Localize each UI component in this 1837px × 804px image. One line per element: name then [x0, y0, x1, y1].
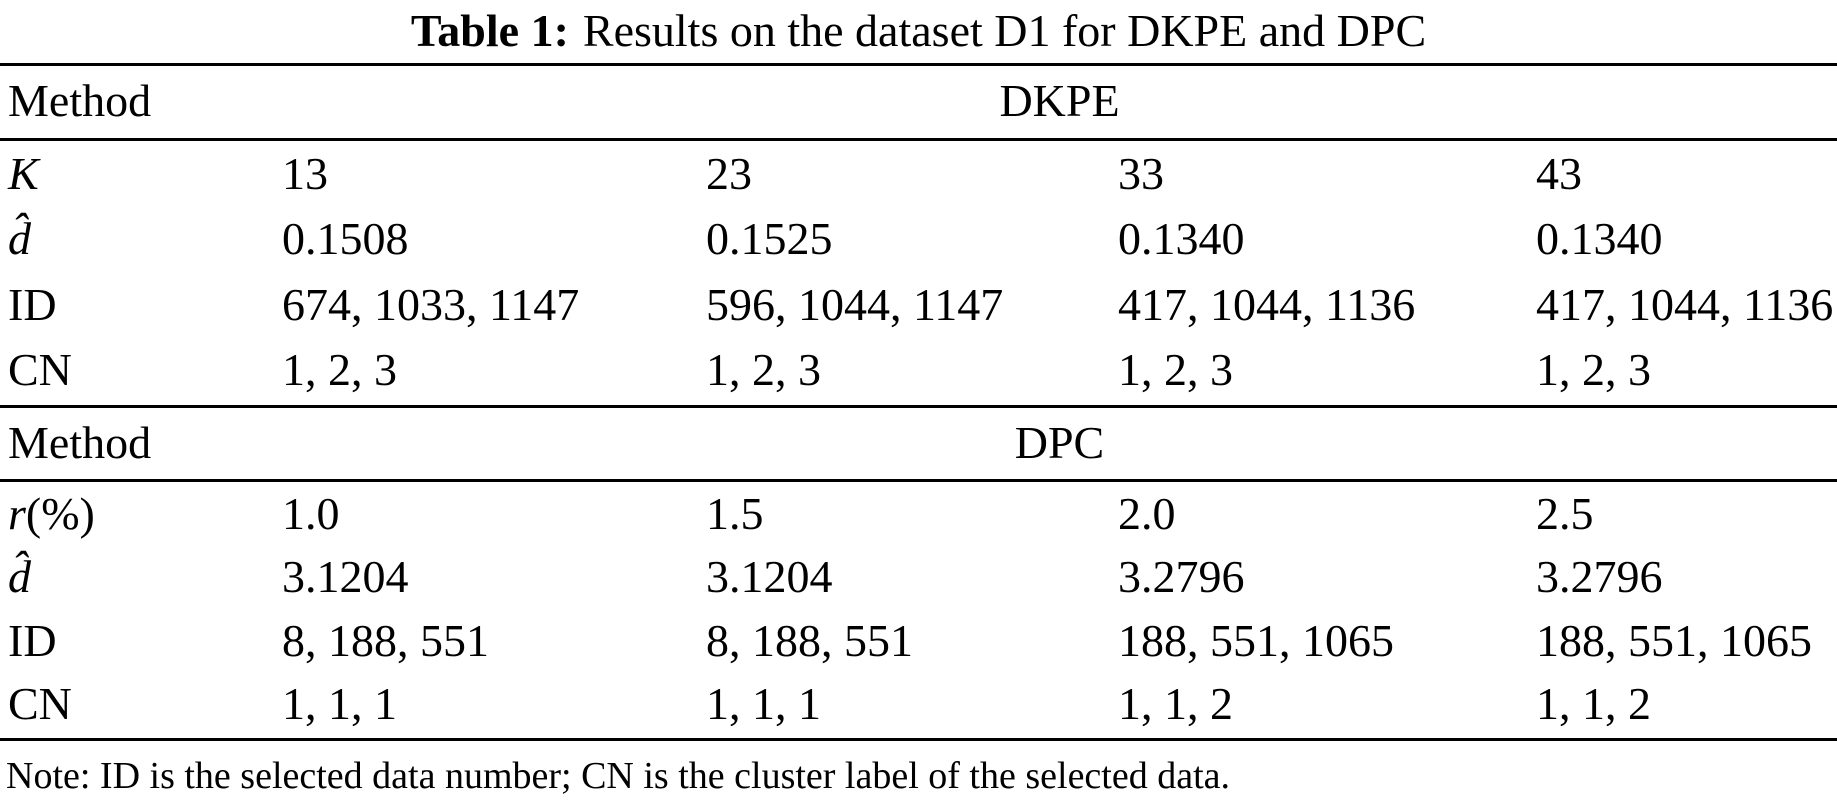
method-header-label: Method	[8, 416, 152, 468]
row-label-id: ID	[0, 278, 282, 330]
row-label-italic: r	[8, 487, 26, 539]
table-cell: 0.1340	[1118, 213, 1245, 265]
table-cell: 8, 188, 551	[282, 614, 489, 666]
table-row-dhat: d̂ 3.1204 3.1204 3.2796 3.2796	[0, 546, 1837, 610]
row-label-roman: ID	[8, 614, 57, 666]
table-cell: 1, 1, 2	[1118, 678, 1233, 730]
top-rule	[0, 63, 1837, 66]
table-cell: 1, 1, 1	[282, 678, 397, 730]
table-cell: 43	[1536, 147, 1582, 199]
section-divider-rule	[0, 405, 1837, 408]
table-cell: 1, 1, 1	[706, 678, 821, 730]
table-cell: 417, 1044, 1136	[1118, 278, 1416, 330]
section-header-dkpe: Method DKPE	[0, 66, 1837, 136]
table-cell: 2.5	[1536, 487, 1594, 539]
table-cell: 13	[282, 147, 328, 199]
header-rule-dkpe	[0, 138, 1837, 141]
table-row-cn: CN 1, 2, 3 1, 2, 3 1, 2, 3 1, 2, 3	[0, 338, 1837, 404]
table-cell: 3.1204	[706, 551, 833, 603]
table-row-k: K 13 23 33 43	[0, 141, 1837, 207]
row-label-italic: K	[8, 147, 39, 199]
table-cell: 188, 551, 1065	[1118, 614, 1394, 666]
table-cell: 8, 188, 551	[706, 614, 913, 666]
row-label-roman: ID	[8, 278, 57, 330]
table-cell: 1, 2, 3	[706, 344, 821, 396]
table-cell: 0.1340	[1536, 213, 1663, 265]
row-label-italic: d̂	[8, 551, 31, 603]
row-label-roman: CN	[8, 344, 72, 396]
table-row-dhat: d̂ 0.1508 0.1525 0.1340 0.1340	[0, 207, 1837, 273]
dpc-rows: r(%) 1.0 1.5 2.0 2.5 d̂ 3.1204 3.1204 3.…	[0, 482, 1837, 736]
table-row-id: ID 674, 1033, 1147 596, 1044, 1147 417, …	[0, 272, 1837, 338]
table-cell: 188, 551, 1065	[1536, 614, 1812, 666]
table-cell: 3.2796	[1536, 551, 1663, 603]
table-cell: 0.1525	[706, 213, 833, 265]
dkpe-rows: K 13 23 33 43 d̂ 0.1508 0.1525 0.1340 0.…	[0, 141, 1837, 403]
row-label-id: ID	[0, 614, 282, 666]
method-header-label: Method	[8, 75, 152, 126]
row-label-dhat: d̂	[0, 216, 282, 262]
table-cell: 1, 2, 3	[1536, 344, 1651, 396]
table-cell: 1, 1, 2	[1536, 678, 1651, 730]
row-label-cn: CN	[0, 681, 282, 727]
table-cell: 23	[706, 147, 752, 199]
table-row-cn: CN 1, 1, 1 1, 1, 1 1, 1, 2 1, 1, 2	[0, 673, 1837, 737]
method-name-dpc: DPC	[1014, 416, 1105, 468]
table-cell: 0.1508	[282, 213, 409, 265]
table-row-r: r(%) 1.0 1.5 2.0 2.5	[0, 482, 1837, 546]
table-cell: 3.1204	[282, 551, 409, 603]
table-cell: 2.0	[1118, 487, 1176, 539]
table-cell: 3.2796	[1118, 551, 1245, 603]
row-label-dhat: d̂	[0, 554, 282, 600]
row-label-roman: (%)	[25, 487, 95, 539]
row-label-cn: CN	[0, 347, 282, 393]
method-name-dkpe: DKPE	[999, 75, 1120, 126]
table-cell: 417, 1044, 1136	[1536, 278, 1834, 330]
table-cell: 1.0	[282, 487, 340, 539]
table-cell: 596, 1044, 1147	[706, 278, 1004, 330]
table-cell: 674, 1033, 1147	[282, 278, 580, 330]
row-label-k: K	[0, 147, 282, 199]
table-caption-number: Table 1:	[410, 5, 569, 56]
table-cell: 33	[1118, 147, 1164, 199]
table-footnote: Note: ID is the selected data number; CN…	[6, 755, 1231, 797]
table-row-id: ID 8, 188, 551 8, 188, 551 188, 551, 106…	[0, 609, 1837, 673]
section-header-dpc: Method DPC	[0, 408, 1837, 477]
bottom-rule	[0, 738, 1837, 741]
table-cell: 1, 2, 3	[282, 344, 397, 396]
table-caption: Table 1: Results on the dataset D1 for DK…	[0, 4, 1837, 57]
row-label-r: r(%)	[0, 487, 282, 539]
row-label-roman: CN	[8, 678, 72, 730]
table-caption-text: Results on the dataset D1 for DKPE and D…	[582, 5, 1427, 56]
table-cell: 1.5	[706, 487, 764, 539]
table-cell: 1, 2, 3	[1118, 344, 1233, 396]
header-rule-dpc	[0, 479, 1837, 482]
row-label-italic: d̂	[8, 213, 31, 265]
